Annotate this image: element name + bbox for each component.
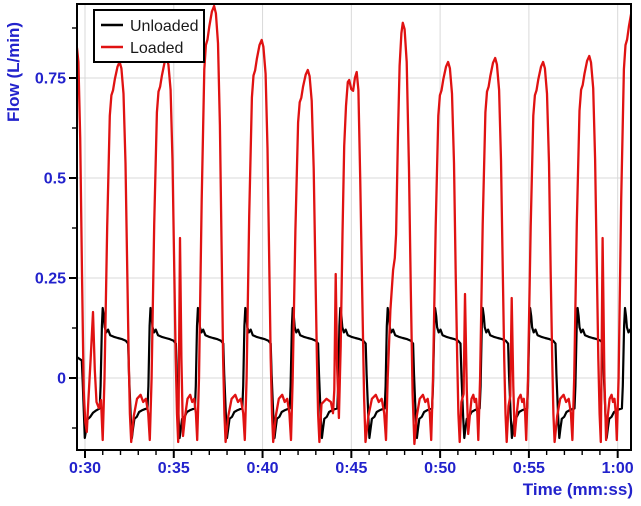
axis-tick-labels: 0:30 0:35 0:40 0:45 0:50 0:55 1:00 0 0.25 0.5 0.75 — [35, 71, 634, 478]
grid-lines — [77, 4, 631, 450]
y-tick-label: 0.5 — [44, 171, 66, 188]
y-tick-label: 0.75 — [35, 71, 66, 88]
x-tick-label: 0:55 — [513, 460, 545, 477]
legend-box: Unloaded Loaded — [93, 9, 205, 63]
y-axis-title: Flow (L/min) — [4, 22, 23, 122]
series-lines — [78, 6, 630, 444]
y-tick-label: 0 — [57, 371, 66, 388]
x-axis-title: Time (mm:ss) — [523, 480, 633, 499]
axis-ticks — [69, 27, 619, 458]
x-tick-label: 0:45 — [335, 460, 367, 477]
x-tick-label: 1:00 — [602, 460, 634, 477]
legend-border — [93, 9, 205, 63]
x-tick-label: 0:30 — [69, 460, 101, 477]
series-line-unloaded — [78, 306, 630, 440]
plot-border — [76, 3, 632, 451]
x-tick-label: 0:40 — [247, 460, 279, 477]
legend-label-unloaded: Unloaded — [130, 18, 199, 35]
legend-label-loaded: Loaded — [130, 40, 183, 57]
x-tick-label: 0:35 — [158, 460, 190, 477]
x-tick-label: 0:50 — [424, 460, 456, 477]
y-tick-label: 0.25 — [35, 271, 66, 288]
